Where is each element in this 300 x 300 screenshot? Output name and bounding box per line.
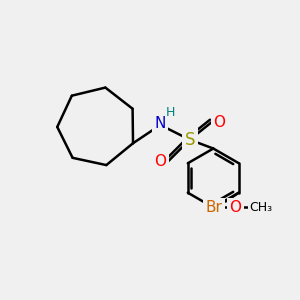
Text: CH₃: CH₃ [249, 201, 272, 214]
Text: Br: Br [205, 200, 222, 215]
Text: O: O [154, 154, 166, 169]
Text: H: H [166, 106, 175, 119]
Text: S: S [184, 131, 195, 149]
Text: O: O [213, 115, 225, 130]
Text: O: O [230, 200, 242, 215]
Text: N: N [154, 116, 166, 131]
